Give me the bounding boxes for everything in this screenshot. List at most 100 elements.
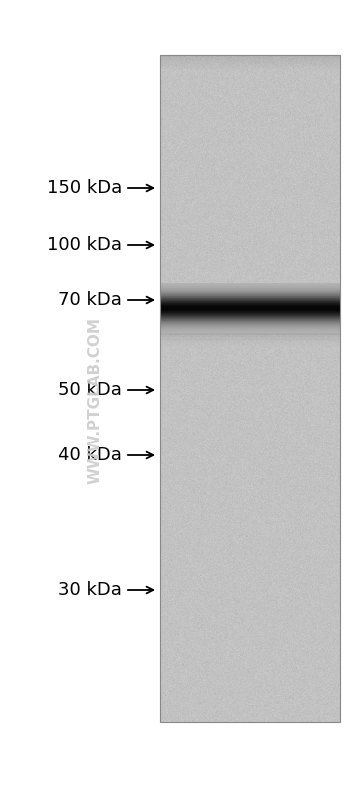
Bar (160, 305, 340, 307)
Bar (160, 317, 340, 319)
Bar (160, 331, 340, 332)
Bar (160, 304, 340, 305)
Bar (160, 300, 340, 301)
Bar (160, 310, 340, 311)
Bar (160, 308, 340, 309)
Text: WWW.PTGLAB.COM: WWW.PTGLAB.COM (88, 316, 103, 483)
Bar (160, 55, 340, 722)
Bar (160, 322, 340, 323)
Bar (160, 302, 340, 303)
Bar (160, 329, 340, 330)
Bar (160, 309, 340, 310)
Bar (160, 288, 340, 290)
Bar (160, 315, 340, 316)
Bar (160, 298, 340, 300)
Bar (160, 327, 340, 328)
Bar (160, 288, 340, 289)
Bar (160, 347, 340, 348)
Bar (160, 310, 340, 311)
Bar (160, 350, 340, 352)
Bar (160, 324, 340, 325)
Bar (160, 289, 340, 290)
Bar (160, 303, 340, 304)
Bar (160, 330, 340, 331)
Bar (160, 315, 340, 316)
Bar (160, 331, 340, 332)
Bar (160, 285, 340, 286)
Bar (160, 307, 340, 308)
Bar (160, 309, 340, 310)
Bar (160, 316, 340, 318)
Bar (160, 319, 340, 320)
Text: 100 kDa: 100 kDa (47, 236, 122, 254)
Bar (160, 343, 340, 344)
Bar (160, 316, 340, 317)
Bar (160, 313, 340, 314)
Bar (160, 314, 340, 315)
Bar (160, 317, 340, 318)
Bar (160, 349, 340, 351)
Bar (160, 297, 340, 299)
Text: 50 kDa: 50 kDa (58, 381, 122, 399)
Bar (160, 299, 340, 300)
Bar (160, 292, 340, 293)
Bar (160, 349, 340, 350)
Bar (160, 321, 340, 322)
Text: 70 kDa: 70 kDa (58, 291, 122, 309)
Bar (160, 321, 340, 322)
Bar (160, 297, 340, 298)
Bar (160, 295, 340, 296)
Bar (160, 303, 340, 304)
Bar (160, 322, 340, 323)
Bar (160, 288, 340, 289)
Bar (160, 342, 340, 344)
Bar (160, 344, 340, 346)
Bar (160, 290, 340, 291)
Bar (160, 313, 340, 314)
Bar (160, 290, 340, 291)
Bar (160, 336, 340, 337)
Bar (160, 291, 340, 292)
Bar (160, 301, 340, 302)
Bar (160, 311, 340, 312)
Bar (160, 320, 340, 321)
Bar (160, 325, 340, 327)
Bar (160, 287, 340, 288)
Bar (160, 296, 340, 297)
Bar (160, 345, 340, 347)
Bar (160, 320, 340, 321)
Bar (160, 286, 340, 287)
Bar (160, 325, 340, 326)
Bar (160, 308, 340, 309)
Bar (160, 286, 340, 288)
Bar (160, 333, 340, 335)
Bar (160, 314, 340, 315)
Bar (160, 327, 340, 328)
Bar (160, 341, 340, 343)
Bar (160, 316, 340, 317)
Bar (160, 284, 340, 285)
Bar (160, 344, 340, 345)
Bar (160, 324, 340, 325)
Bar (160, 323, 340, 324)
Bar (160, 292, 340, 293)
Bar (160, 336, 340, 338)
Bar (160, 328, 340, 329)
Bar (160, 340, 340, 342)
Text: 150 kDa: 150 kDa (47, 179, 122, 197)
Bar (160, 312, 340, 313)
Bar (160, 306, 340, 307)
Bar (160, 326, 340, 328)
Bar (160, 328, 340, 329)
Bar (160, 284, 340, 285)
Bar (160, 348, 340, 349)
Bar (160, 338, 340, 340)
Bar (160, 337, 340, 339)
Bar (160, 291, 340, 292)
Bar (160, 293, 340, 294)
Bar (160, 335, 340, 336)
Bar (160, 330, 340, 331)
Bar (160, 329, 340, 330)
Bar (160, 294, 340, 295)
Bar (160, 307, 340, 308)
